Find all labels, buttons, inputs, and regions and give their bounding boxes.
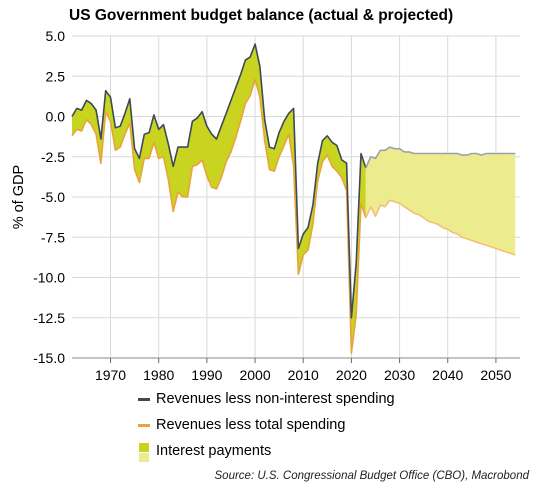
y-tick-label: 5.0 xyxy=(46,28,66,44)
legend-line-orange xyxy=(138,424,150,427)
interest-area-projected xyxy=(365,147,516,255)
x-tick-label: 1970 xyxy=(95,367,126,380)
x-tick-label: 2040 xyxy=(432,367,463,380)
y-tick-label: -12.5 xyxy=(33,310,65,326)
x-tick-label: 1990 xyxy=(191,367,222,380)
chart-title: US Government budget balance (actual & p… xyxy=(69,7,454,24)
series-line-non-interest-projected xyxy=(365,146,516,169)
axes: 5.0 2.5 0.0 -2.5 -5.0 -7.5 -10.0 -12.5 -15.0 1970… xyxy=(33,28,520,380)
legend: Revenues less non-interest spending Reve… xyxy=(138,386,438,464)
x-tick-label: 2050 xyxy=(480,367,511,380)
legend-label: Interest payments xyxy=(156,443,272,459)
y-tick-label: -7.5 xyxy=(41,229,65,245)
series-line-total-actual xyxy=(71,78,367,354)
interest-area-actual xyxy=(72,44,366,354)
x-tick-label: 2010 xyxy=(288,367,319,380)
legend-item-total: Revenues less total spending xyxy=(138,412,438,438)
x-tick-label: 2020 xyxy=(336,367,367,380)
y-tick-label: -15.0 xyxy=(33,350,65,366)
legend-label: Revenues less non-interest spending xyxy=(156,391,395,407)
y-tick-label: 0.0 xyxy=(46,109,66,125)
x-tick-label: 1980 xyxy=(143,367,174,380)
y-tick-label: -5.0 xyxy=(41,189,65,205)
legend-label: Revenues less total spending xyxy=(156,417,346,433)
y-axis-label: % of GDP xyxy=(11,165,27,229)
y-tick-label: -10.0 xyxy=(33,270,65,286)
legend-swatch-actual xyxy=(139,443,149,452)
x-tick-label: 2000 xyxy=(239,367,270,380)
series-lines xyxy=(71,43,516,354)
legend-item-interest: Interest payments xyxy=(138,438,438,464)
legend-item-non-interest: Revenues less non-interest spending xyxy=(138,386,438,412)
y-tick-label: -2.5 xyxy=(41,149,65,165)
budget-balance-chart: 5.0 2.5 0.0 -2.5 -5.0 -7.5 -10.0 -12.5 -15.0 1970… xyxy=(11,28,520,380)
legend-line-dark xyxy=(138,398,150,401)
source-note: Source: U.S. Congressional Budget Office… xyxy=(214,470,529,482)
series-line-total-projected xyxy=(365,199,516,256)
legend-swatch-projected xyxy=(139,453,149,462)
x-tick-label: 2030 xyxy=(384,367,415,380)
interest-payments-area xyxy=(72,44,516,354)
series-line-non-interest-actual xyxy=(71,43,367,319)
y-tick-label: 2.5 xyxy=(46,68,66,84)
